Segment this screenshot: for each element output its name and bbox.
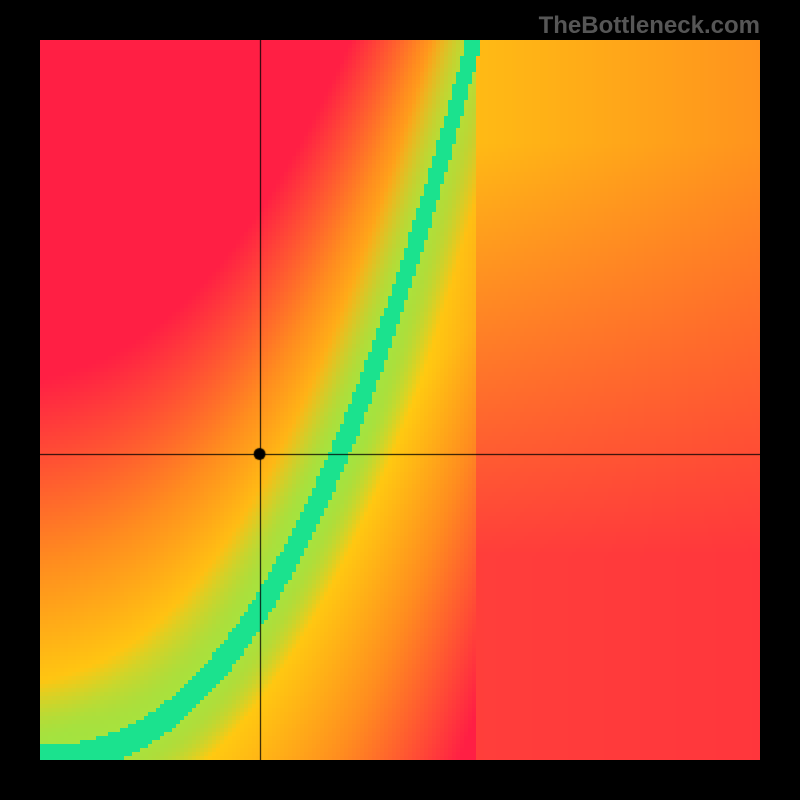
crosshair-overlay [40,40,760,760]
watermark-text: TheBottleneck.com [539,12,760,40]
